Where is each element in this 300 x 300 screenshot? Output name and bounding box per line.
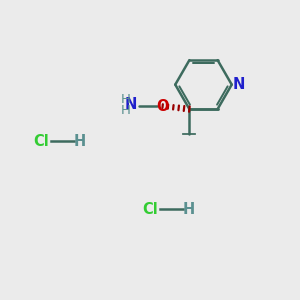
Text: H: H (74, 134, 86, 148)
Text: O: O (156, 99, 169, 114)
Text: N: N (124, 97, 137, 112)
Text: N: N (233, 77, 245, 92)
Text: H: H (121, 93, 130, 106)
Text: Cl: Cl (142, 202, 158, 217)
Text: H: H (121, 104, 130, 117)
Text: H: H (182, 202, 195, 217)
Text: Cl: Cl (34, 134, 50, 148)
